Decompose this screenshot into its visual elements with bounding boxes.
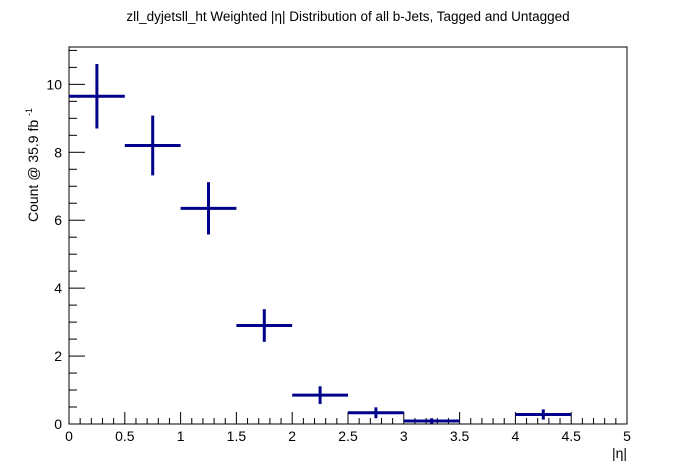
x-axis-title: |η| [612,445,627,461]
data-point [515,409,572,420]
y-axis-title: Count @ 35.9 fb -1 [24,108,41,222]
data-point [292,386,348,404]
x-tick-label: 5 [623,428,631,444]
y-tick-label: 4 [54,280,62,296]
data-point [236,309,293,342]
y-tick-label: 0 [54,416,62,432]
y-tick-label: 10 [46,76,62,92]
y-axis-ticks [69,49,85,425]
x-tick-label: 4.5 [561,428,581,444]
x-tick-label: 3.5 [450,428,470,444]
y-tick-label: 8 [54,144,62,160]
data-point [348,407,404,419]
y-tick-label: 6 [54,212,62,228]
x-tick-label: 0 [65,428,73,444]
x-tick-label: 2 [288,428,296,444]
x-axis-ticks [68,412,628,424]
data-point [69,63,125,129]
y-axis-title-superscript: -1 [24,108,34,116]
data-point [403,418,460,424]
data-points [69,63,572,424]
x-tick-label: 0.5 [115,428,135,444]
chart-title: zll_dyjetsll_ht Weighted |η| Distributio… [126,9,569,24]
x-tick-label: 1.5 [227,428,247,444]
y-axis-tick-labels: 0 2 4 6 8 10 [46,76,62,432]
y-axis-title-main: Count @ 35.9 fb [25,120,41,222]
x-tick-label: 3 [400,428,408,444]
y-tick-label: 2 [54,348,62,364]
x-tick-label: 2.5 [338,428,358,444]
data-point [180,182,237,235]
x-tick-label: 1 [177,428,185,444]
data-point [124,115,181,176]
plot-frame [68,46,628,425]
x-tick-label: 4 [512,428,520,444]
x-axis-tick-labels: 0 0.5 1 1.5 2 2.5 3 3.5 4 4.5 5 [65,428,631,444]
